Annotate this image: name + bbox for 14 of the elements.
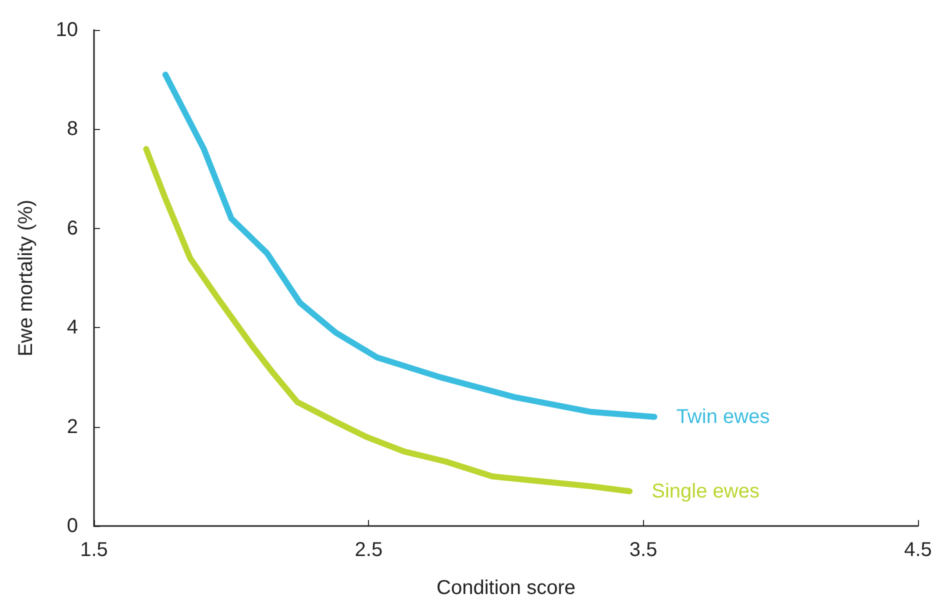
x-tick-label: 1.5 <box>80 539 108 561</box>
x-tick-label: 3.5 <box>629 539 658 561</box>
x-tick-label: 4.5 <box>904 539 932 561</box>
y-tick-label: 2 <box>66 416 78 438</box>
y-tick-label: 10 <box>56 19 78 41</box>
y-axis-title: Ewe mortality (%) <box>15 200 37 356</box>
x-axis-title: Condition score <box>436 577 576 599</box>
y-tick-label: 4 <box>66 316 78 339</box>
x-tick-label: 2.5 <box>354 539 383 561</box>
series-label: Single ewes <box>652 480 760 502</box>
series-label: Twin ewes <box>676 406 770 428</box>
y-tick-label: 6 <box>66 217 78 240</box>
y-tick-label: 0 <box>66 515 78 537</box>
y-tick-label: 8 <box>66 118 78 140</box>
